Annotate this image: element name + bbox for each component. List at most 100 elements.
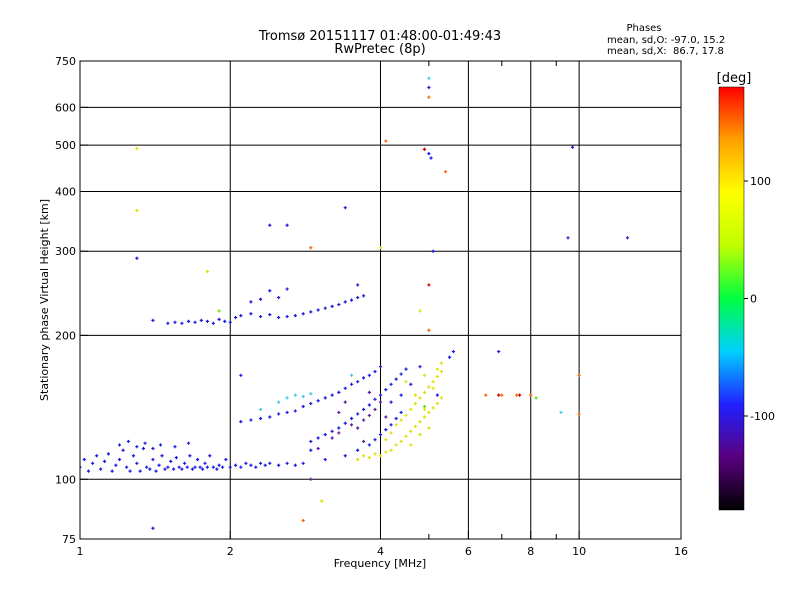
- data-point: [362, 439, 366, 444]
- data-point: [399, 418, 403, 422]
- data-point: [413, 401, 418, 406]
- phase-stats-x: mean, sd,X: 86.7, 17.8: [607, 46, 724, 57]
- data-point: [343, 206, 347, 210]
- data-point: [362, 407, 366, 412]
- data-point: [258, 297, 263, 301]
- chart-subtitle: RwPretec (8p): [334, 42, 425, 57]
- data-point: [356, 457, 360, 462]
- data-point: [293, 393, 297, 397]
- data-point: [128, 469, 132, 473]
- data-point: [422, 415, 427, 419]
- data-point: [330, 436, 334, 440]
- data-point: [330, 429, 334, 433]
- data-point: [91, 461, 95, 465]
- data-point: [239, 373, 243, 377]
- data-point: [277, 400, 281, 404]
- data-point: [205, 269, 210, 274]
- data-point: [95, 454, 99, 458]
- data-point: [148, 467, 152, 471]
- data-point: [239, 465, 243, 469]
- x-tick-label: 10: [572, 545, 586, 558]
- data-point: [362, 294, 366, 298]
- data-point: [166, 321, 170, 325]
- y-tick-label: 200: [55, 329, 76, 342]
- data-point: [99, 467, 103, 471]
- data-point: [208, 454, 212, 458]
- x-tick-label: 8: [527, 545, 534, 558]
- data-point: [277, 463, 281, 467]
- data-point: [389, 448, 393, 452]
- data-point: [625, 236, 630, 240]
- data-point: [418, 433, 422, 437]
- data-point: [141, 446, 146, 451]
- data-point: [131, 454, 136, 458]
- data-point: [228, 320, 232, 324]
- data-point: [309, 439, 313, 444]
- data-point: [367, 390, 371, 394]
- data-point: [431, 380, 435, 384]
- data-point: [451, 349, 456, 354]
- data-point: [577, 373, 581, 377]
- chart-title: Tromsø 20151117 01:48:00-01:49:43: [258, 29, 501, 44]
- data-point: [435, 393, 439, 397]
- data-point: [330, 393, 334, 397]
- data-point: [249, 300, 253, 304]
- data-point: [409, 407, 413, 412]
- data-point: [180, 467, 184, 471]
- x-tick-label: 1: [77, 545, 84, 558]
- data-point: [309, 310, 313, 314]
- data-point: [223, 319, 227, 323]
- data-point: [422, 147, 427, 151]
- data-point: [427, 426, 431, 430]
- data-point: [186, 319, 191, 323]
- x-tick-label: 6: [465, 545, 472, 558]
- data-point: [431, 406, 435, 410]
- data-point: [188, 454, 192, 458]
- data-point: [534, 396, 538, 400]
- y-axis-ticks: 75 100 200 300 400 500 600 750: [55, 55, 88, 546]
- data-point: [349, 423, 354, 427]
- data-point: [323, 306, 327, 310]
- data-point: [86, 469, 91, 473]
- data-point: [182, 461, 187, 465]
- phase-stats-o: mean, sd,O: -97.0, 15.2: [607, 35, 725, 46]
- data-points: [80, 76, 630, 530]
- data-point: [293, 409, 297, 413]
- data-point: [367, 413, 371, 418]
- data-point: [211, 321, 215, 325]
- data-point: [285, 410, 289, 415]
- data-point: [135, 146, 139, 151]
- data-point: [399, 393, 403, 397]
- data-point: [268, 223, 272, 227]
- data-point: [384, 438, 388, 442]
- data-point: [422, 404, 427, 409]
- data-point: [154, 469, 158, 473]
- data-point: [349, 373, 354, 377]
- data-point: [566, 236, 570, 240]
- x-axis-ticks: 1 2 4 6 8 10 16: [77, 61, 688, 558]
- data-point: [316, 308, 320, 312]
- data-point: [277, 315, 281, 320]
- data-point: [138, 469, 142, 473]
- data-point: [117, 443, 122, 447]
- data-point: [217, 463, 221, 467]
- data-point: [163, 467, 167, 471]
- data-point: [166, 465, 170, 469]
- data-point: [577, 412, 581, 416]
- data-point: [500, 393, 504, 397]
- data-point: [362, 376, 366, 380]
- data-point: [337, 390, 341, 394]
- data-point: [378, 433, 383, 437]
- data-point: [356, 448, 360, 452]
- data-point: [239, 420, 243, 424]
- data-point: [367, 443, 371, 447]
- data-point: [171, 467, 176, 471]
- data-point: [384, 428, 388, 432]
- data-point: [177, 465, 181, 469]
- data-point: [394, 443, 398, 447]
- data-point: [427, 283, 431, 287]
- data-point: [301, 312, 305, 316]
- data-point: [110, 469, 114, 473]
- data-point: [135, 445, 139, 449]
